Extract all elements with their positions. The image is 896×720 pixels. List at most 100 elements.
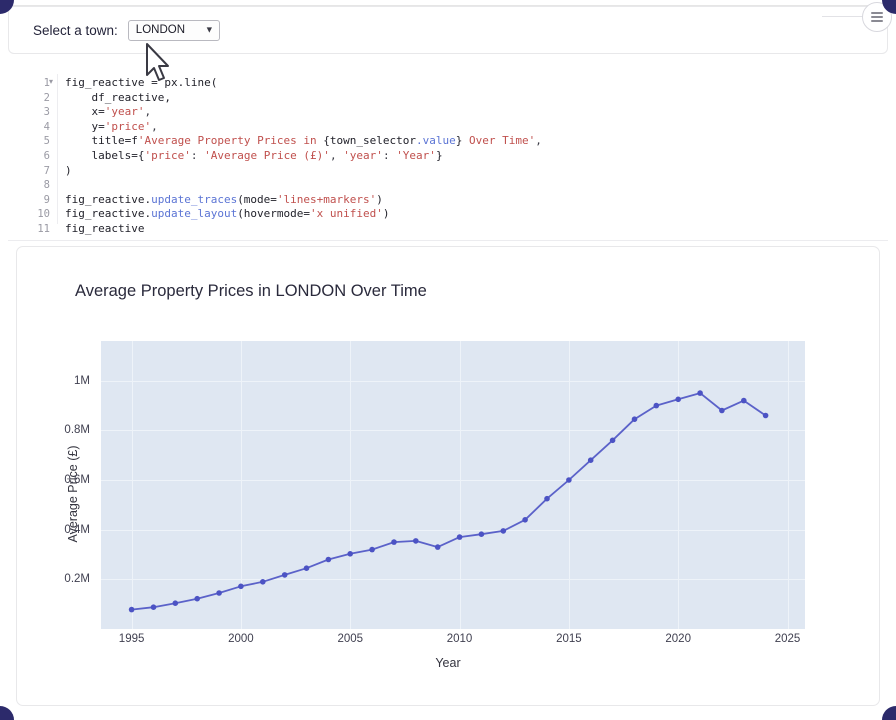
gutter-divider: [57, 74, 58, 224]
x-axis-tick-label: 2025: [774, 633, 801, 645]
series-marker[interactable]: [522, 517, 528, 523]
line-number-gutter: 1 2 3 4 5 6 7 8 9 10 11: [8, 76, 54, 237]
series-marker[interactable]: [150, 604, 157, 610]
x-axis-tick-label: 2010: [446, 633, 473, 645]
x-axis-tick-label: 2000: [228, 633, 254, 645]
line-number: 4: [43, 120, 50, 133]
code-body[interactable]: fig_reactive = px.line( df_reactive, x='…: [65, 76, 542, 237]
series-marker[interactable]: [587, 457, 594, 463]
x-axis-tick-label: 2020: [665, 633, 691, 645]
town-select[interactable]: LONDON: [127, 19, 220, 41]
series-marker[interactable]: [631, 416, 638, 422]
line-number: 7: [43, 164, 50, 177]
grid-line-vertical: [568, 341, 570, 629]
series-marker[interactable]: [325, 556, 332, 563]
series-marker[interactable]: [697, 390, 703, 396]
series-marker[interactable]: [369, 546, 375, 553]
line-number: 10: [37, 208, 50, 221]
code-line-6: labels={'price': 'Average Price (£)', 'y…: [65, 148, 443, 162]
x-axis-tick-label: 1995: [118, 633, 145, 645]
line-number: 3: [43, 106, 50, 119]
grid-line-vertical: [350, 341, 352, 629]
series-marker[interactable]: [762, 412, 769, 419]
series-marker[interactable]: [434, 544, 441, 550]
code-editor: 1 2 3 4 5 6 7 8 9 10 11 ▾ fig_reactive =…: [8, 66, 888, 241]
series-marker[interactable]: [281, 572, 288, 578]
code-line-2: df_reactive,: [65, 90, 171, 104]
code-line-1: fig_reactive = px.line(: [65, 76, 218, 89]
series-marker[interactable]: [609, 437, 616, 444]
series-marker[interactable]: [544, 495, 550, 502]
line-number: 5: [43, 135, 50, 148]
series-marker[interactable]: [391, 539, 397, 545]
series-marker[interactable]: [741, 397, 747, 404]
series-marker[interactable]: [456, 534, 463, 540]
series-line: [131, 392, 767, 611]
series-marker[interactable]: [194, 595, 200, 602]
line-number: 8: [43, 179, 50, 192]
series-marker[interactable]: [478, 531, 485, 537]
grid-line-vertical: [459, 341, 461, 629]
price-line-series: [128, 390, 769, 613]
fold-arrow-icon[interactable]: ▾: [49, 77, 54, 86]
x-axis-label: Year: [435, 656, 461, 670]
series-marker[interactable]: [128, 606, 135, 613]
grid-line-horizontal: [101, 430, 805, 432]
grid-line-horizontal: [101, 380, 805, 382]
page-corner-bottom-left: [0, 706, 14, 720]
series-marker[interactable]: [653, 402, 660, 409]
series-marker[interactable]: [172, 600, 179, 606]
series-marker[interactable]: [238, 583, 244, 590]
grid-line-horizontal: [101, 529, 805, 531]
y-axis-tick-label: 1M: [74, 374, 90, 387]
grid-line-horizontal: [101, 579, 805, 581]
line-number: 1: [43, 77, 50, 89]
series-marker[interactable]: [260, 579, 266, 585]
line-number: 11: [37, 222, 50, 235]
x-axis-tick-label: 2015: [556, 633, 582, 645]
series-marker[interactable]: [675, 396, 681, 403]
y-axis-tick-label: 0.8M: [64, 424, 90, 437]
series-marker[interactable]: [566, 477, 572, 483]
series-marker[interactable]: [216, 590, 222, 596]
chart-title: Average Property Prices in LONDON Over T…: [75, 282, 427, 300]
line-number: 6: [43, 149, 50, 162]
code-line-4: y='price',: [65, 119, 158, 133]
y-axis-tick-label: 0.6M: [64, 474, 90, 487]
y-axis-tick-label: 0.4M: [64, 523, 90, 536]
code-line-9: fig_reactive.update_traces(mode='lines+m…: [65, 192, 383, 206]
plot-background: [101, 341, 805, 629]
code-line-7: ): [65, 163, 72, 177]
series-marker[interactable]: [719, 407, 725, 414]
hamburger-menu-button[interactable]: [862, 2, 892, 32]
town-select-wrapper: LONDON ▼: [127, 19, 220, 41]
code-line-8: [65, 178, 72, 191]
series-marker[interactable]: [303, 565, 310, 571]
grid-line-vertical: [678, 341, 680, 629]
chart-card: Average Property Prices in LONDON Over T…: [16, 246, 880, 706]
code-editor-inner: 1 2 3 4 5 6 7 8 9 10 11 ▾ fig_reactive =…: [8, 66, 888, 235]
code-line-10: fig_reactive.update_layout(hovermode='x …: [65, 207, 390, 221]
page-corner-bottom-right: [882, 706, 896, 720]
line-number: 9: [43, 193, 50, 206]
grid-line-vertical: [131, 341, 133, 629]
series-marker[interactable]: [413, 538, 419, 544]
y-axis-tick-label: 0.2M: [64, 573, 90, 586]
hamburger-menu-icon: [871, 12, 883, 22]
grid-line-horizontal: [101, 480, 805, 482]
plot-area[interactable]: 0.2M 0.4M 0.6M 0.8M 1M 1995 2000 2005 2010 2015 2…: [64, 341, 805, 645]
grid-line-vertical: [240, 341, 242, 629]
code-line-11: fig_reactive: [65, 221, 145, 235]
code-line-3: x='year',: [65, 105, 152, 119]
grid-line-vertical: [787, 341, 789, 629]
code-line-5: title=f'Average Property Prices in {town…: [65, 134, 542, 148]
menu-divider-line: [822, 16, 866, 17]
series-marker[interactable]: [347, 551, 353, 557]
town-selector-card: Select a town: LONDON ▼: [8, 6, 888, 54]
code-text: fig_reactive = px.line( df_reactive, x='…: [65, 76, 542, 237]
town-selector-label: Select a town:: [33, 22, 118, 38]
series-marker[interactable]: [500, 528, 507, 534]
x-axis-tick-label: 2005: [337, 633, 364, 645]
line-number: 2: [43, 91, 50, 104]
